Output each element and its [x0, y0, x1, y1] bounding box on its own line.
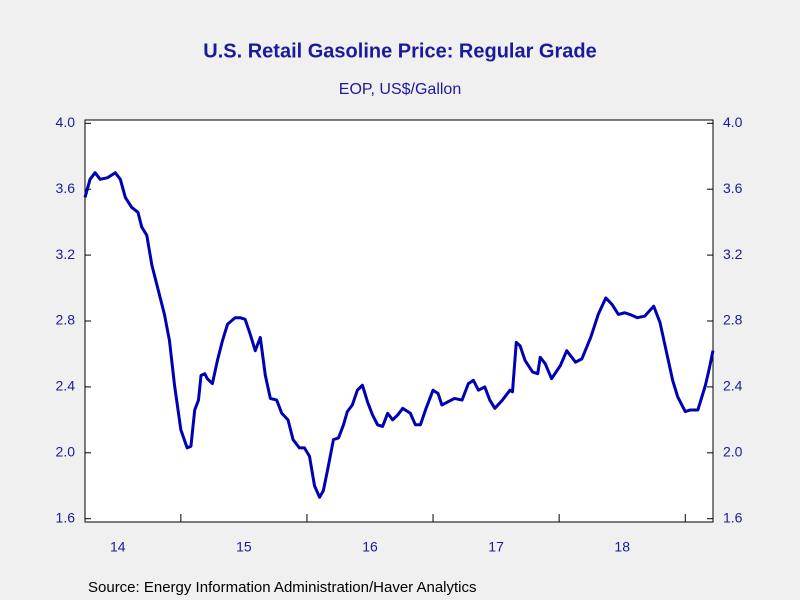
y2-tick-label: 4.0 [723, 114, 743, 130]
y-tick-label: 2.4 [56, 378, 76, 394]
y2-tick-label: 2.4 [723, 378, 743, 394]
y2-tick-label: 2.0 [723, 444, 743, 460]
x-tick-label: 18 [614, 539, 630, 555]
x-tick-label: 17 [488, 539, 504, 555]
x-tick-label: 14 [110, 539, 126, 555]
y2-tick-label: 3.2 [723, 246, 743, 262]
source-note: Source: Energy Information Administratio… [88, 579, 477, 596]
y-tick-label: 3.6 [56, 180, 76, 196]
chart-subtitle: EOP, US$/Gallon [339, 81, 461, 98]
y-tick-label: 2.8 [56, 312, 76, 328]
y2-tick-label: 2.8 [723, 312, 743, 328]
y-tick-label: 3.2 [56, 246, 76, 262]
y-tick-label: 2.0 [56, 444, 76, 460]
x-tick-label: 15 [236, 539, 252, 555]
y-tick-label: 4.0 [56, 114, 76, 130]
price-line [83, 171, 715, 499]
plot-area [84, 119, 714, 523]
x-tick-label: 16 [362, 539, 378, 555]
y2-tick-label: 3.6 [723, 180, 743, 196]
chart-title: U.S. Retail Gasoline Price: Regular Grad… [203, 40, 596, 62]
y2-tick-label: 1.6 [723, 509, 743, 525]
y-tick-label: 1.6 [56, 509, 76, 525]
